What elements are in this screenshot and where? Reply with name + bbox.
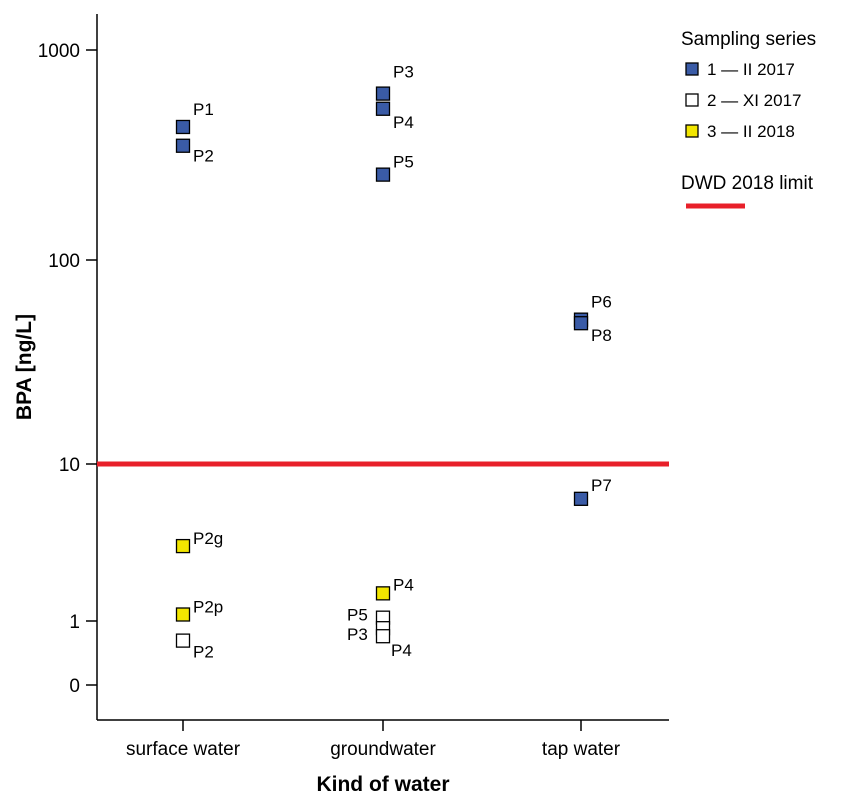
y-tick-label: 0 <box>69 676 80 697</box>
data-point <box>175 538 191 554</box>
data-points <box>175 86 589 648</box>
data-point <box>375 167 391 182</box>
data-point <box>573 316 589 331</box>
x-tick-label: surface water <box>126 739 241 760</box>
legend-swatch <box>685 124 699 138</box>
data-point <box>375 101 391 116</box>
point-label: P4 <box>393 575 414 594</box>
legend-swatch <box>685 62 699 76</box>
data-point <box>175 607 191 622</box>
point-label: P2p <box>193 598 223 617</box>
point-label: P5 <box>347 606 368 625</box>
data-point <box>375 629 391 644</box>
point-label: P1 <box>193 100 214 119</box>
legend-label: 2 — XI 2017 <box>707 91 802 110</box>
y-axis-ticks: 0 1 10 100 1000 <box>38 41 97 697</box>
x-axis-ticks: surface water groundwater tap water <box>126 720 621 760</box>
point-label: P3 <box>393 63 414 82</box>
point-label: P2 <box>193 147 214 166</box>
y-tick-label: 10 <box>59 455 80 476</box>
data-point <box>375 586 391 601</box>
legend-limit-label: DWD 2018 limit <box>681 173 814 194</box>
data-point <box>175 119 191 135</box>
x-tick-label: groundwater <box>330 739 436 760</box>
point-label: P2g <box>193 529 223 548</box>
data-point <box>175 633 191 648</box>
legend: Sampling series 1 — II 2017 2 — XI 2017 3 … <box>681 29 816 209</box>
y-tick-label: 1000 <box>38 41 80 62</box>
x-axis-title: Kind of water <box>316 773 449 796</box>
point-label: P7 <box>591 476 612 495</box>
legend-entries: 1 — II 2017 2 — XI 2017 3 — II 2018 <box>685 60 802 141</box>
point-label: P6 <box>591 293 612 312</box>
y-tick-label: 100 <box>48 251 80 272</box>
point-label: P4 <box>393 113 414 132</box>
data-point <box>375 86 391 101</box>
data-point <box>573 491 589 506</box>
point-label: P8 <box>591 326 612 345</box>
legend-swatch <box>685 93 699 107</box>
point-label: P5 <box>393 153 414 172</box>
legend-label: 3 — II 2018 <box>707 122 795 141</box>
point-label: P4 <box>391 641 412 660</box>
x-tick-label: tap water <box>542 739 621 760</box>
y-tick-label: 1 <box>69 612 80 633</box>
legend-label: 1 — II 2017 <box>707 60 795 79</box>
legend-title: Sampling series <box>681 29 816 50</box>
point-label: P3 <box>347 625 368 644</box>
data-point <box>175 138 191 153</box>
y-axis-title: BPA [ng/L] <box>13 314 36 420</box>
point-label: P2 <box>193 643 214 662</box>
